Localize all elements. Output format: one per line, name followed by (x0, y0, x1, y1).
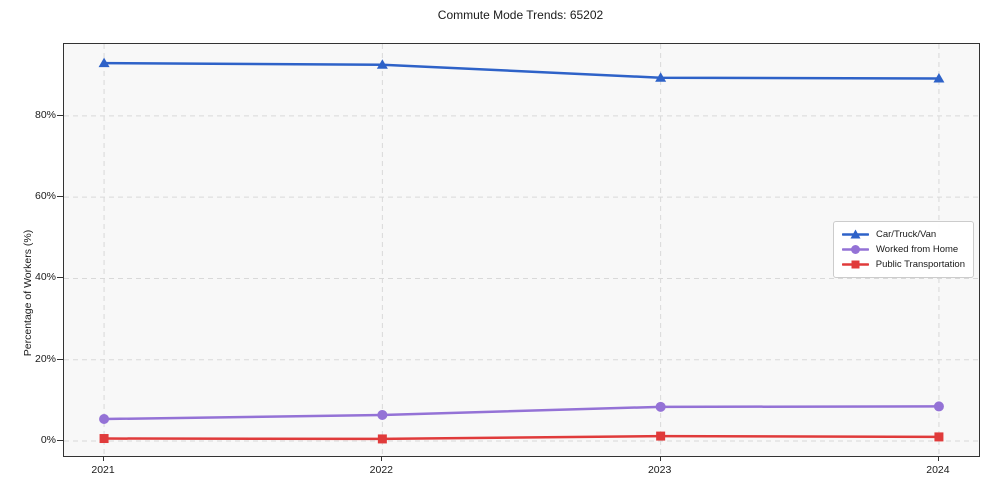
plot-area: Percentage of Workers (%) (22, 43, 980, 457)
y-tick-mark (57, 439, 63, 441)
triangle-marker-icon (842, 229, 869, 239)
data-point-public-transportation[interactable] (656, 431, 666, 441)
series-line-public-transportation (102, 434, 941, 441)
y-axis-label-text: Percentage of Workers (%) (22, 229, 34, 357)
data-point-car-truck-van[interactable] (98, 57, 110, 68)
series-line-worked-from-home (102, 405, 941, 421)
y-tick-label: 0% (40, 433, 56, 446)
data-point-car-truck-van[interactable] (655, 72, 667, 82)
x-tick-mark (381, 456, 383, 461)
data-point-car-truck-van[interactable] (933, 73, 945, 83)
chart-title: Commute Mode Trends: 65202 (437, 8, 604, 22)
data-point-worked-from-home[interactable] (99, 414, 110, 425)
legend-label: Worked from Home (876, 244, 959, 255)
x-tick-label: 2021 (91, 464, 115, 476)
square-marker-icon (842, 260, 869, 269)
y-tick-mark (57, 196, 63, 198)
x-tick-mark (937, 456, 939, 461)
data-point-worked-from-home[interactable] (655, 401, 666, 412)
legend-item-car-truck-van[interactable]: Car/Truck/Van (842, 227, 965, 242)
x-tick-label: 2023 (647, 464, 672, 476)
x-tick-label: 2024 (926, 464, 950, 476)
legend: Car/Truck/Van Worked from Home Public Tran… (833, 221, 974, 278)
y-tick-label: 20% (34, 352, 56, 365)
data-point-public-transportation[interactable] (377, 434, 387, 444)
data-point-worked-from-home[interactable] (933, 401, 944, 412)
legend-marker (851, 245, 860, 254)
data-point-worked-from-home[interactable] (377, 409, 388, 420)
data-point-public-transportation[interactable] (934, 432, 944, 442)
data-point-public-transportation[interactable] (99, 434, 109, 444)
x-tick-label: 2022 (369, 464, 394, 476)
y-tick-label: 80% (34, 108, 56, 121)
legend-item-worked-from-home[interactable]: Worked from Home (842, 242, 965, 257)
series-line-car-truck-van (102, 61, 941, 80)
y-tick-mark (57, 358, 63, 360)
legend-marker (850, 229, 861, 239)
legend-item-public-transportation[interactable]: Public Transportation (842, 257, 965, 272)
legend-label: Car/Truck/Van (876, 229, 937, 240)
x-tick-mark (103, 456, 105, 461)
legend-marker (851, 260, 860, 269)
x-tick-mark (659, 456, 661, 461)
plot-canvas (64, 44, 979, 456)
y-tick-label: 40% (34, 271, 56, 284)
y-tick-mark (57, 114, 63, 116)
circle-marker-icon (842, 245, 869, 254)
data-point-car-truck-van[interactable] (376, 59, 388, 69)
y-tick-label: 60% (34, 190, 56, 203)
legend-label: Public Transportation (875, 259, 965, 270)
y-tick-mark (57, 277, 63, 279)
